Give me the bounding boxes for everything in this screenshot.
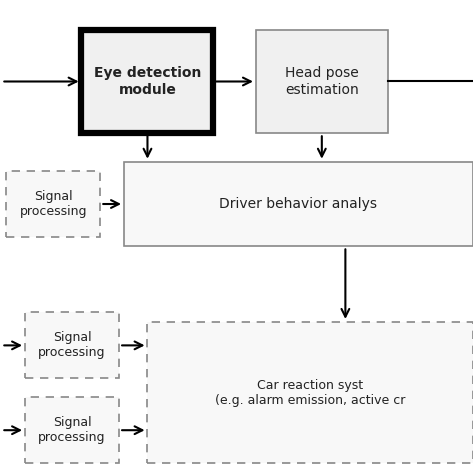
Text: Signal
processing: Signal processing	[38, 416, 106, 444]
FancyBboxPatch shape	[124, 162, 473, 246]
FancyBboxPatch shape	[82, 30, 213, 133]
Text: Car reaction syst
(e.g. alarm emission, active cr: Car reaction syst (e.g. alarm emission, …	[215, 379, 405, 407]
Text: Signal
processing: Signal processing	[19, 190, 87, 218]
FancyBboxPatch shape	[6, 171, 100, 237]
FancyBboxPatch shape	[25, 312, 119, 378]
FancyBboxPatch shape	[25, 397, 119, 463]
Text: Driver behavior analys: Driver behavior analys	[219, 197, 377, 211]
FancyBboxPatch shape	[256, 30, 388, 133]
Text: Signal
processing: Signal processing	[38, 331, 106, 359]
FancyBboxPatch shape	[147, 322, 473, 463]
Text: Eye detection
module: Eye detection module	[94, 66, 201, 97]
Text: Head pose
estimation: Head pose estimation	[285, 66, 359, 97]
